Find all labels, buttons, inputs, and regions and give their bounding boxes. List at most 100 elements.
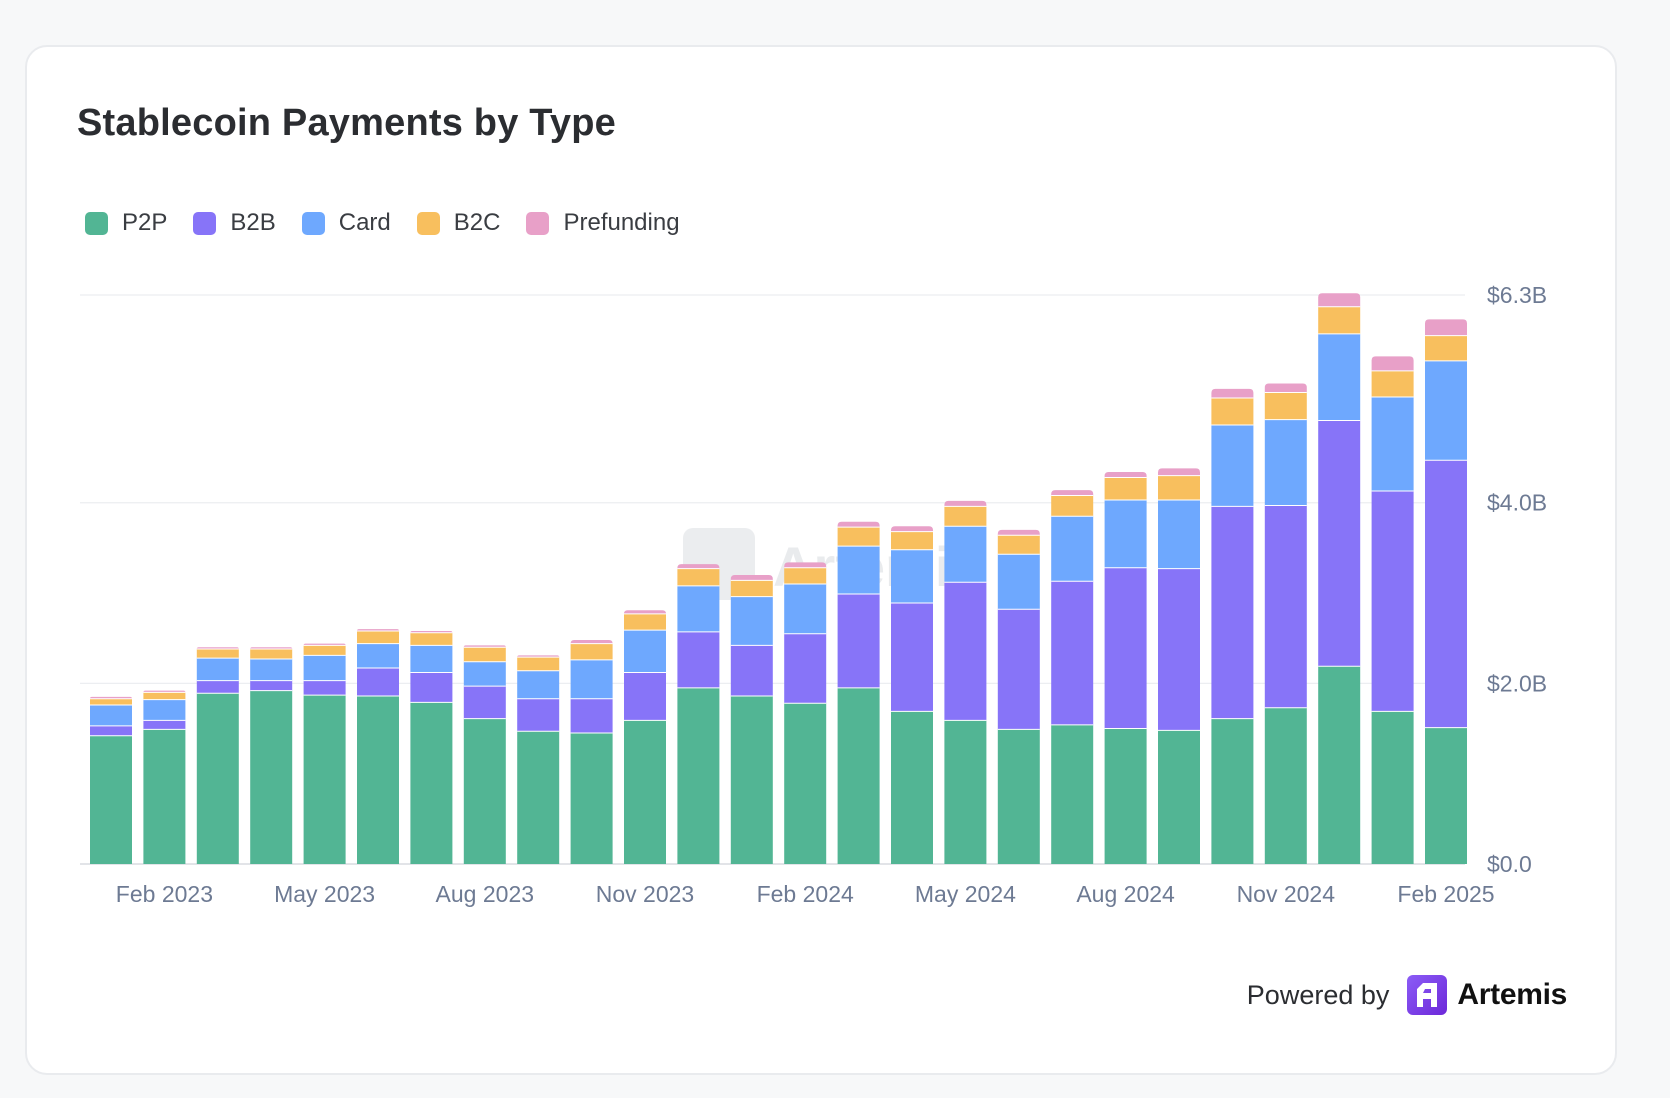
bar-b2b-jun-2024[interactable]: [997, 609, 1040, 730]
bar-p2p-sep-2023[interactable]: [517, 731, 560, 864]
bar-card-may-2024[interactable]: [944, 526, 987, 583]
bar-p2p-oct-2023[interactable]: [570, 733, 613, 864]
bar-p2p-sep-2024[interactable]: [1158, 730, 1200, 864]
bar-b2b-may-2024[interactable]: [944, 582, 987, 721]
bar-b2c-dec-2024[interactable]: [1318, 306, 1361, 334]
bar-b2b-oct-2024[interactable]: [1211, 506, 1254, 719]
bar-b2b-aug-2024[interactable]: [1104, 567, 1147, 729]
bar-b2c-jul-2024[interactable]: [1051, 495, 1094, 517]
bar-b2c-apr-2023[interactable]: [250, 649, 293, 659]
bar-card-sep-2023[interactable]: [517, 670, 560, 699]
bar-p2p-jul-2023[interactable]: [410, 702, 453, 864]
bar-b2c-mar-2023[interactable]: [196, 649, 239, 659]
bar-p2p-jan-2023[interactable]: [90, 735, 132, 864]
bar-prefunding-sep-2024[interactable]: [1158, 468, 1200, 476]
bar-b2b-sep-2023[interactable]: [517, 698, 560, 732]
bar-p2p-jan-2025[interactable]: [1371, 711, 1414, 864]
bar-prefunding-dec-2023[interactable]: [677, 564, 720, 569]
bar-b2b-jan-2024[interactable]: [730, 645, 773, 697]
bar-b2c-nov-2024[interactable]: [1264, 392, 1307, 420]
bar-prefunding-jan-2024[interactable]: [730, 574, 773, 581]
bar-b2c-dec-2023[interactable]: [677, 568, 720, 586]
bar-b2c-oct-2023[interactable]: [570, 643, 613, 660]
bar-b2b-mar-2024[interactable]: [837, 593, 880, 688]
bar-b2c-apr-2024[interactable]: [891, 531, 933, 550]
bar-b2b-nov-2023[interactable]: [624, 672, 666, 721]
bar-b2b-jul-2024[interactable]: [1051, 581, 1094, 725]
bar-card-jan-2024[interactable]: [730, 596, 773, 646]
bar-p2p-jun-2023[interactable]: [357, 696, 399, 864]
bar-b2b-jul-2023[interactable]: [410, 672, 453, 703]
bar-prefunding-jun-2024[interactable]: [997, 529, 1040, 536]
bar-prefunding-apr-2024[interactable]: [891, 526, 933, 532]
bar-card-jan-2023[interactable]: [90, 705, 132, 726]
bar-card-mar-2023[interactable]: [196, 658, 239, 681]
bar-b2c-feb-2025[interactable]: [1425, 335, 1467, 361]
legend-item-b2b[interactable]: B2B: [193, 209, 276, 237]
bar-card-dec-2024[interactable]: [1318, 333, 1361, 421]
legend-item-p2p[interactable]: P2P: [85, 209, 167, 237]
bar-card-jul-2024[interactable]: [1051, 516, 1094, 582]
bar-p2p-jun-2024[interactable]: [997, 729, 1040, 864]
bar-b2c-sep-2024[interactable]: [1158, 475, 1200, 501]
bar-card-oct-2024[interactable]: [1211, 425, 1254, 507]
bar-b2b-feb-2025[interactable]: [1425, 460, 1467, 728]
bar-b2b-feb-2024[interactable]: [784, 633, 827, 704]
bar-b2c-jan-2025[interactable]: [1371, 370, 1414, 398]
bar-b2b-dec-2023[interactable]: [677, 631, 720, 688]
bar-p2p-apr-2024[interactable]: [891, 711, 933, 864]
bar-prefunding-feb-2024[interactable]: [784, 562, 827, 568]
bar-b2c-aug-2024[interactable]: [1104, 477, 1147, 501]
bar-p2p-feb-2024[interactable]: [784, 703, 827, 864]
bar-card-dec-2023[interactable]: [677, 585, 720, 632]
bar-b2b-feb-2023[interactable]: [143, 720, 186, 730]
bar-prefunding-nov-2023[interactable]: [624, 610, 666, 614]
bar-b2c-jan-2024[interactable]: [730, 580, 773, 597]
bar-prefunding-oct-2024[interactable]: [1211, 388, 1254, 398]
bar-b2c-jun-2023[interactable]: [357, 630, 399, 644]
bar-card-apr-2023[interactable]: [250, 658, 293, 681]
bar-p2p-jan-2024[interactable]: [730, 696, 773, 864]
bar-p2p-dec-2024[interactable]: [1318, 666, 1361, 864]
bar-b2b-oct-2023[interactable]: [570, 698, 613, 734]
bar-prefunding-oct-2023[interactable]: [570, 640, 613, 644]
bar-b2b-apr-2024[interactable]: [891, 602, 933, 712]
powered-by-footer[interactable]: Powered by Artemis: [1247, 975, 1567, 1015]
bar-card-may-2023[interactable]: [303, 655, 346, 681]
bar-card-sep-2024[interactable]: [1158, 500, 1200, 569]
bar-b2c-aug-2023[interactable]: [463, 647, 506, 662]
bar-b2b-jun-2023[interactable]: [357, 668, 399, 697]
bar-b2b-mar-2023[interactable]: [196, 680, 239, 694]
bar-prefunding-aug-2024[interactable]: [1104, 472, 1147, 478]
bar-card-jun-2024[interactable]: [997, 554, 1040, 610]
bar-b2c-may-2024[interactable]: [944, 506, 987, 527]
bar-b2b-apr-2023[interactable]: [250, 680, 293, 691]
bar-b2b-sep-2024[interactable]: [1158, 568, 1200, 731]
bar-p2p-may-2024[interactable]: [944, 720, 987, 864]
bar-b2c-jan-2023[interactable]: [90, 698, 132, 706]
bar-b2c-feb-2023[interactable]: [143, 692, 186, 700]
bar-prefunding-mar-2024[interactable]: [837, 521, 880, 528]
bar-b2b-jan-2025[interactable]: [1371, 490, 1414, 712]
bar-card-feb-2025[interactable]: [1425, 360, 1467, 461]
bar-prefunding-feb-2025[interactable]: [1425, 319, 1467, 336]
legend-item-b2c[interactable]: B2C: [416, 209, 500, 237]
legend-item-card[interactable]: Card: [301, 209, 391, 237]
bar-b2c-jun-2024[interactable]: [997, 535, 1040, 555]
bar-card-feb-2023[interactable]: [143, 699, 186, 721]
bar-prefunding-may-2024[interactable]: [944, 500, 987, 507]
bar-b2b-jan-2023[interactable]: [90, 725, 132, 736]
bar-card-oct-2023[interactable]: [570, 659, 613, 699]
bar-prefunding-dec-2024[interactable]: [1318, 293, 1361, 307]
bar-card-jan-2025[interactable]: [1371, 397, 1414, 491]
bar-p2p-aug-2024[interactable]: [1104, 728, 1147, 864]
bar-b2b-aug-2023[interactable]: [463, 686, 506, 719]
bar-p2p-mar-2024[interactable]: [837, 687, 880, 864]
bar-p2p-aug-2023[interactable]: [463, 718, 506, 864]
bar-b2c-oct-2024[interactable]: [1211, 397, 1254, 426]
bar-prefunding-jan-2025[interactable]: [1371, 356, 1414, 371]
bar-b2b-may-2023[interactable]: [303, 680, 346, 696]
bar-card-jun-2023[interactable]: [357, 643, 399, 669]
bar-card-apr-2024[interactable]: [891, 549, 933, 603]
bar-p2p-feb-2025[interactable]: [1425, 727, 1467, 864]
